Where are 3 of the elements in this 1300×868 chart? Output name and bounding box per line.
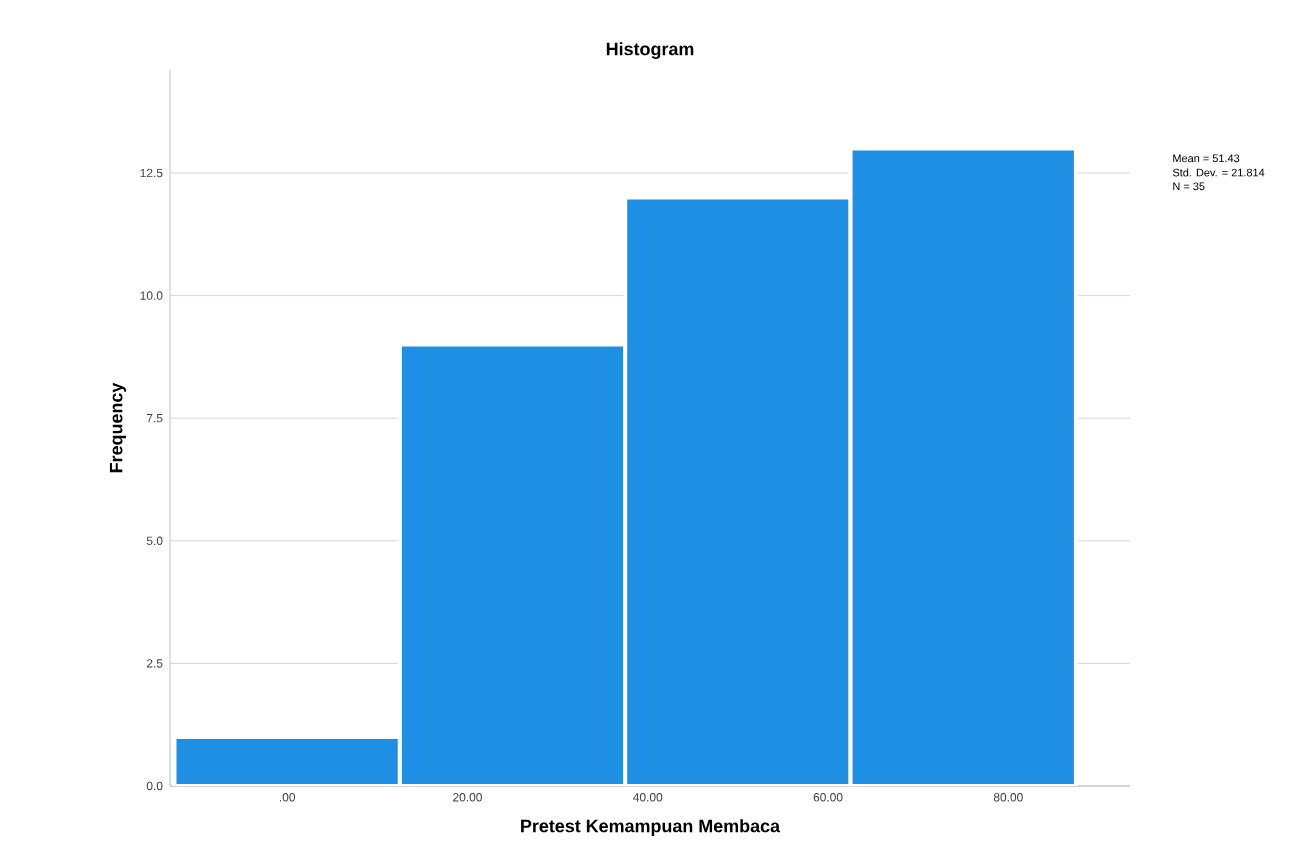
chart-title: Histogram [606,42,694,59]
x-axis-title: Pretest Kemampuan Membaca [521,819,781,836]
y-axis-title: Frequency [109,382,127,473]
